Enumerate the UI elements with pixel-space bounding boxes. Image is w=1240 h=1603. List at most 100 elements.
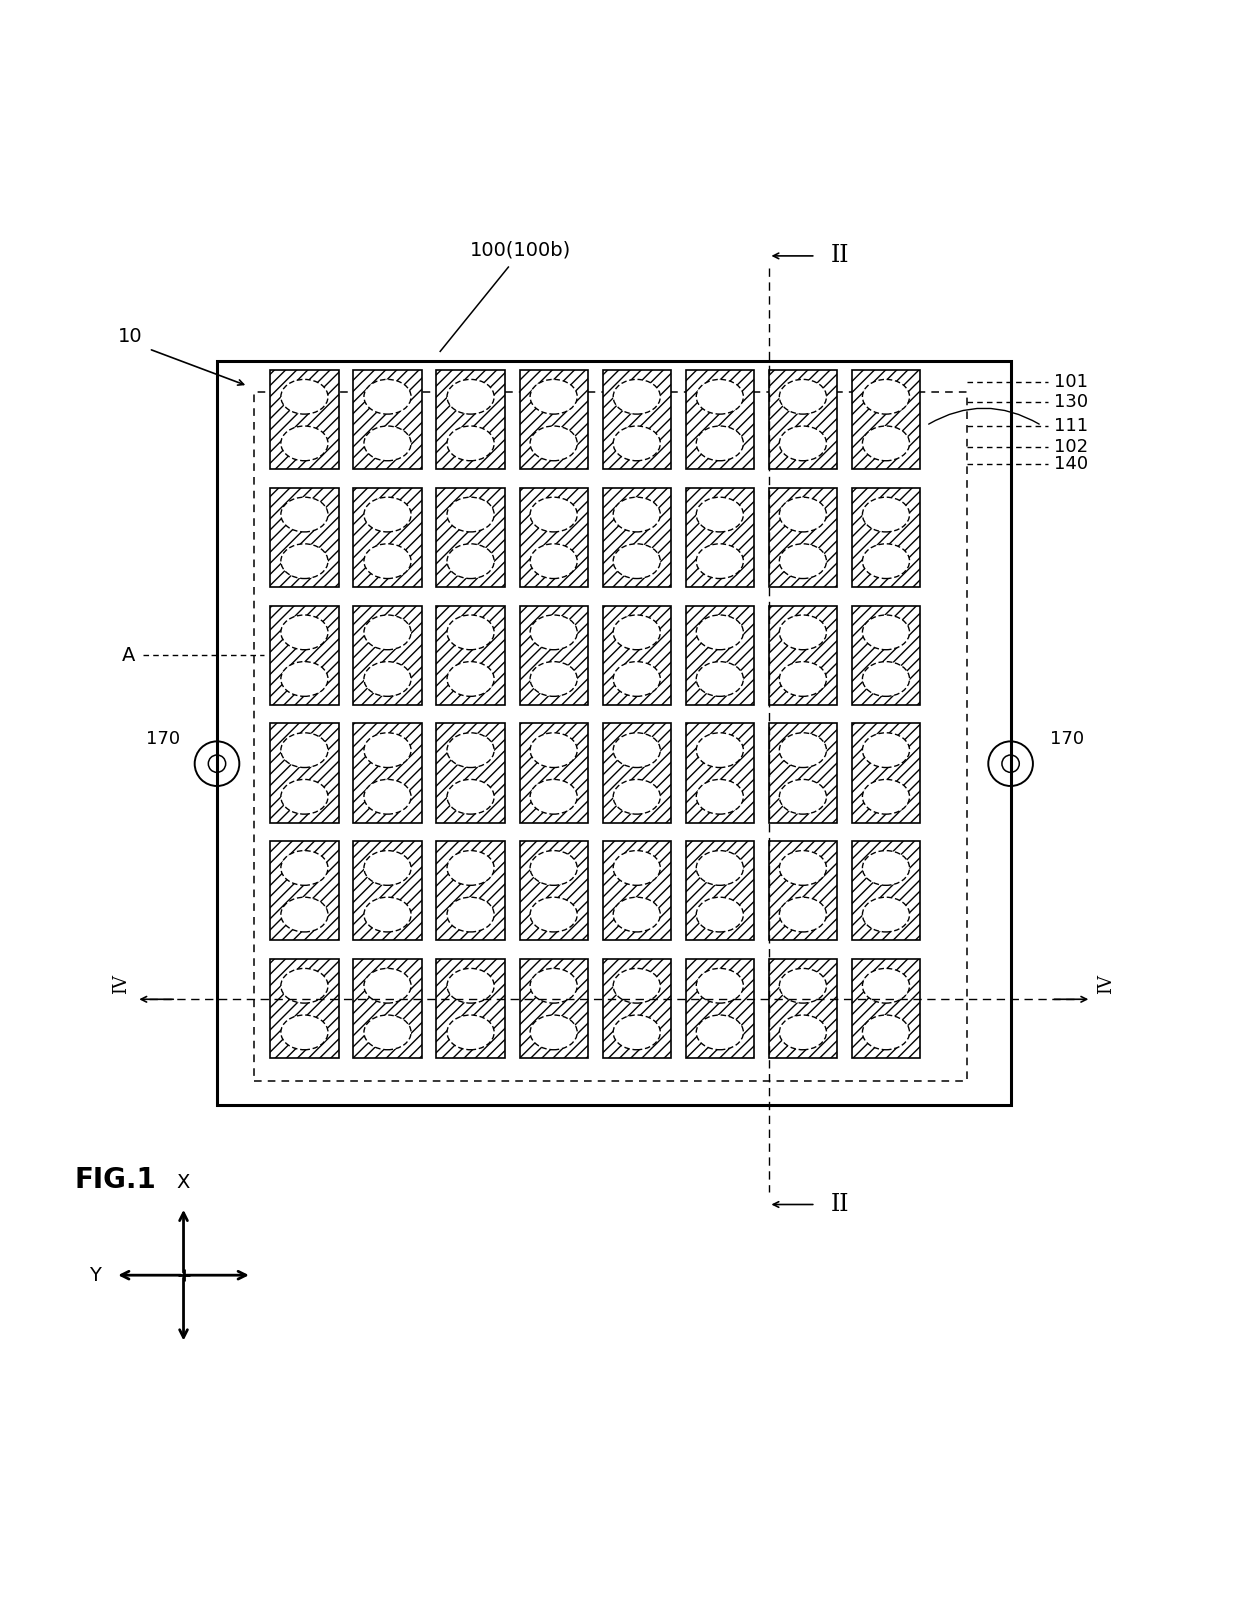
FancyBboxPatch shape	[436, 606, 505, 705]
Text: II: II	[831, 1193, 849, 1217]
FancyBboxPatch shape	[686, 959, 754, 1058]
FancyBboxPatch shape	[852, 487, 920, 587]
Ellipse shape	[280, 898, 327, 931]
Text: 170: 170	[1050, 729, 1085, 749]
Text: 111: 111	[1054, 417, 1089, 434]
Ellipse shape	[780, 779, 826, 814]
FancyBboxPatch shape	[270, 487, 339, 587]
Ellipse shape	[446, 779, 494, 814]
Ellipse shape	[531, 1015, 578, 1050]
Ellipse shape	[446, 543, 494, 579]
Ellipse shape	[697, 733, 744, 768]
Ellipse shape	[780, 497, 826, 532]
FancyBboxPatch shape	[520, 487, 588, 587]
FancyBboxPatch shape	[270, 842, 339, 941]
Ellipse shape	[531, 779, 578, 814]
Ellipse shape	[365, 497, 412, 532]
FancyBboxPatch shape	[353, 959, 422, 1058]
Ellipse shape	[863, 1015, 909, 1050]
FancyBboxPatch shape	[520, 370, 588, 470]
Ellipse shape	[531, 898, 578, 931]
FancyBboxPatch shape	[353, 370, 422, 470]
FancyBboxPatch shape	[353, 723, 422, 822]
Ellipse shape	[697, 380, 744, 414]
FancyBboxPatch shape	[852, 370, 920, 470]
Ellipse shape	[613, 380, 660, 414]
Ellipse shape	[863, 662, 909, 696]
Ellipse shape	[446, 733, 494, 768]
Ellipse shape	[446, 497, 494, 532]
FancyBboxPatch shape	[603, 370, 671, 470]
FancyBboxPatch shape	[686, 723, 754, 822]
Ellipse shape	[280, 543, 327, 579]
Text: Y: Y	[88, 1266, 100, 1284]
Text: II: II	[831, 244, 849, 268]
Text: X: X	[177, 1173, 190, 1193]
FancyBboxPatch shape	[686, 842, 754, 941]
Ellipse shape	[863, 426, 909, 460]
FancyBboxPatch shape	[436, 370, 505, 470]
Text: IV: IV	[112, 975, 130, 994]
Ellipse shape	[780, 616, 826, 649]
FancyBboxPatch shape	[686, 606, 754, 705]
Ellipse shape	[446, 616, 494, 649]
Ellipse shape	[365, 968, 412, 1003]
Ellipse shape	[446, 898, 494, 931]
Ellipse shape	[446, 851, 494, 885]
Ellipse shape	[863, 779, 909, 814]
Text: 10: 10	[118, 327, 143, 346]
Ellipse shape	[613, 968, 660, 1003]
Ellipse shape	[280, 851, 327, 885]
FancyBboxPatch shape	[520, 959, 588, 1058]
FancyBboxPatch shape	[270, 370, 339, 470]
Ellipse shape	[613, 426, 660, 460]
Ellipse shape	[697, 543, 744, 579]
Ellipse shape	[613, 1015, 660, 1050]
FancyBboxPatch shape	[686, 487, 754, 587]
Ellipse shape	[280, 733, 327, 768]
FancyBboxPatch shape	[270, 723, 339, 822]
Ellipse shape	[531, 733, 578, 768]
Ellipse shape	[280, 616, 327, 649]
Text: FIG.1: FIG.1	[74, 1165, 156, 1194]
Ellipse shape	[863, 497, 909, 532]
Ellipse shape	[280, 968, 327, 1003]
Ellipse shape	[613, 543, 660, 579]
Ellipse shape	[780, 380, 826, 414]
FancyBboxPatch shape	[520, 723, 588, 822]
FancyBboxPatch shape	[852, 723, 920, 822]
Ellipse shape	[613, 733, 660, 768]
Ellipse shape	[446, 1015, 494, 1050]
FancyBboxPatch shape	[520, 606, 588, 705]
Ellipse shape	[863, 898, 909, 931]
Text: A: A	[122, 646, 135, 665]
Ellipse shape	[365, 616, 412, 649]
Text: IV: IV	[1097, 975, 1116, 994]
FancyBboxPatch shape	[436, 723, 505, 822]
FancyBboxPatch shape	[686, 370, 754, 470]
Ellipse shape	[531, 497, 578, 532]
Ellipse shape	[280, 426, 327, 460]
Ellipse shape	[613, 851, 660, 885]
Ellipse shape	[365, 851, 412, 885]
Ellipse shape	[780, 733, 826, 768]
Ellipse shape	[365, 779, 412, 814]
Ellipse shape	[780, 968, 826, 1003]
Ellipse shape	[280, 662, 327, 696]
FancyBboxPatch shape	[769, 487, 837, 587]
FancyBboxPatch shape	[436, 487, 505, 587]
Ellipse shape	[365, 662, 412, 696]
Ellipse shape	[365, 426, 412, 460]
Text: 102: 102	[1054, 438, 1089, 457]
Ellipse shape	[613, 497, 660, 532]
FancyBboxPatch shape	[270, 959, 339, 1058]
FancyBboxPatch shape	[217, 361, 1011, 1106]
Ellipse shape	[365, 898, 412, 931]
FancyBboxPatch shape	[353, 487, 422, 587]
FancyBboxPatch shape	[603, 487, 671, 587]
Ellipse shape	[697, 1015, 744, 1050]
Ellipse shape	[863, 851, 909, 885]
Ellipse shape	[446, 380, 494, 414]
FancyBboxPatch shape	[436, 959, 505, 1058]
FancyBboxPatch shape	[852, 842, 920, 941]
